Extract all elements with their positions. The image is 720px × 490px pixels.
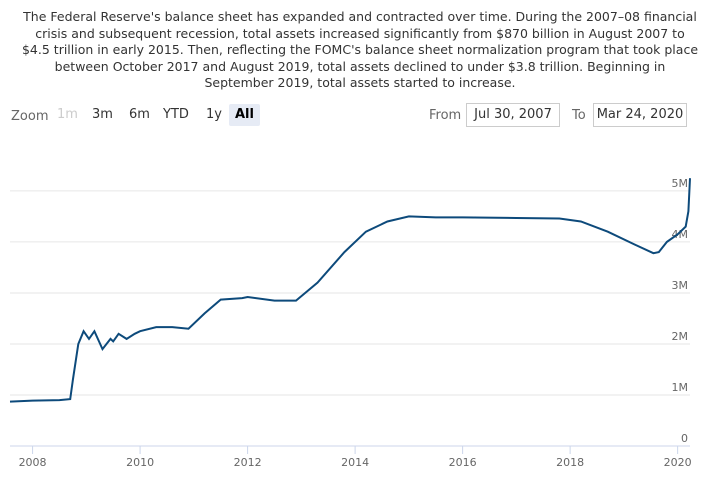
x-tick-label: 2016 xyxy=(449,456,477,469)
y-tick-label: 3M xyxy=(672,279,689,292)
zoom-label: Zoom xyxy=(11,109,49,124)
y-tick-label: 4M xyxy=(672,228,689,241)
x-tick-label: 2010 xyxy=(126,456,154,469)
series-line xyxy=(9,178,691,403)
x-tick-label: 2014 xyxy=(341,456,369,469)
y-tick-label: 0 xyxy=(681,432,688,445)
y-tick-label: 2M xyxy=(672,330,689,343)
description-line: The Federal Reserve's balance sheet has … xyxy=(23,9,697,24)
zoom-button[interactable]: 3m xyxy=(92,107,113,122)
x-tick-label: 2008 xyxy=(19,456,47,469)
zoom-button: 1m xyxy=(57,107,78,122)
from-label: From xyxy=(429,108,462,123)
x-tick-label: 2020 xyxy=(664,456,692,469)
description-line: September 2019, total assets started to … xyxy=(204,75,516,90)
y-tick-label: 1M xyxy=(672,381,689,394)
x-tick-label: 2018 xyxy=(556,456,584,469)
x-tick-label: 2012 xyxy=(234,456,262,469)
zoom-button[interactable]: YTD xyxy=(163,107,189,122)
to-input[interactable]: Mar 24, 2020 xyxy=(593,103,687,127)
zoom-button[interactable]: All xyxy=(229,104,260,126)
description-line: between October 2017 and August 2019, to… xyxy=(54,58,666,74)
description-line: crisis and subsequent recession, total a… xyxy=(35,25,685,41)
description-line: $4.5 trillion in early 2015. Then, refle… xyxy=(21,42,699,57)
from-input[interactable]: Jul 30, 2007 xyxy=(466,103,560,127)
zoom-button[interactable]: 6m xyxy=(129,107,150,122)
y-tick-label: 5M xyxy=(672,177,689,190)
zoom-button[interactable]: 1y xyxy=(206,107,222,122)
description: The Federal Reserve's balance sheet has … xyxy=(0,9,720,92)
to-label: To xyxy=(572,108,586,123)
